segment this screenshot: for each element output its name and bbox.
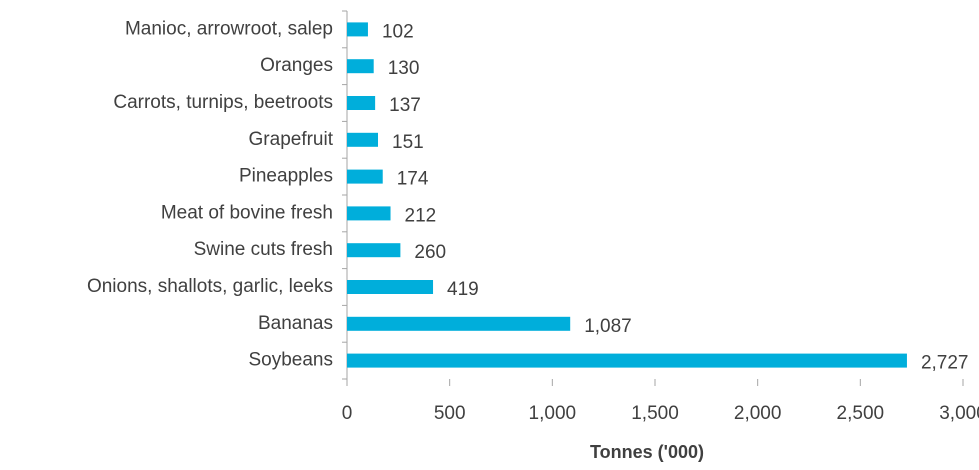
data-label: 260	[414, 242, 446, 263]
y-tick-label: Pineapples	[239, 166, 333, 187]
x-tick-label: 0	[342, 403, 353, 424]
bar	[347, 169, 383, 184]
data-label: 174	[397, 169, 429, 190]
x-tick-label: 1,500	[631, 403, 679, 424]
y-tick-label: Meat of bovine fresh	[161, 202, 333, 223]
y-tick-label: Soybeans	[248, 350, 333, 371]
x-tick-label: 2,000	[734, 403, 782, 424]
data-label: 151	[392, 132, 424, 153]
bar	[347, 316, 571, 331]
y-tick-label: Swine cuts fresh	[194, 239, 333, 260]
x-tick-label: 1,000	[529, 403, 577, 424]
bar	[347, 206, 391, 221]
data-label: 1,087	[584, 316, 632, 337]
y-tick-label: Bananas	[258, 313, 333, 334]
bar	[347, 280, 434, 294]
x-axis-title: Tonnes ('000)	[590, 442, 704, 462]
bar	[347, 243, 401, 258]
x-tick-label: 2,500	[837, 403, 885, 424]
data-label: 102	[382, 21, 414, 42]
y-tick-label: Manioc, arrowroot, salep	[125, 18, 333, 39]
bar	[347, 353, 907, 368]
y-tick-label: Oranges	[260, 55, 333, 76]
bar	[347, 132, 379, 147]
data-label: 2,727	[921, 353, 969, 374]
x-tick-label: 3,000	[939, 403, 979, 424]
x-tick-label: 500	[434, 403, 466, 424]
y-tick-label: Carrots, turnips, beetroots	[113, 92, 333, 113]
bar	[347, 96, 376, 110]
y-tick-label: Onions, shallots, garlic, leeks	[87, 276, 333, 297]
data-label: 419	[447, 279, 479, 300]
data-label: 137	[389, 95, 421, 116]
data-label: 212	[405, 205, 437, 226]
bar	[347, 22, 368, 37]
y-tick-label: Grapefruit	[249, 129, 334, 150]
bar	[347, 59, 374, 74]
data-label: 130	[388, 58, 420, 79]
